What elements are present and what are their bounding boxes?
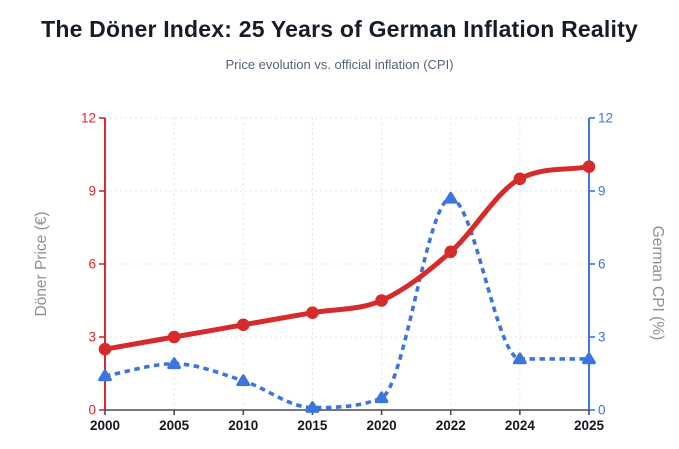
doner-price-data-point-marker bbox=[236, 318, 250, 332]
left-axis-tick-label: 6 bbox=[88, 257, 96, 272]
left-axis-tick-label: 12 bbox=[81, 111, 96, 126]
x-axis-tick-label: 2025 bbox=[574, 418, 605, 433]
right-axis-title: German CPI (%) bbox=[649, 226, 666, 341]
x-axis-tick-label: 2015 bbox=[297, 418, 328, 433]
left-axis-tick-label: 9 bbox=[88, 184, 96, 199]
doner-price-data-point-marker bbox=[306, 306, 319, 319]
right-axis-tick-label: 6 bbox=[598, 257, 606, 272]
doner-price-data-point-marker bbox=[582, 160, 596, 173]
cpi-data-point-marker bbox=[512, 352, 527, 365]
doner-price-series-line bbox=[104, 164, 590, 352]
x-axis-tick-label: 2022 bbox=[436, 418, 466, 433]
right-axis-tick-label: 3 bbox=[598, 330, 606, 345]
doner-price-data-point-marker bbox=[167, 330, 181, 344]
left-axis-tick-label: 3 bbox=[88, 330, 96, 345]
x-axis-tick-label: 2005 bbox=[159, 418, 190, 433]
x-axis-tick-label: 2000 bbox=[90, 418, 120, 433]
right-axis-tick-label: 12 bbox=[598, 111, 613, 126]
right-axis-tick-label: 0 bbox=[598, 403, 606, 418]
x-axis-tick-label: 2010 bbox=[228, 418, 258, 433]
cpi-data-point-marker bbox=[443, 191, 458, 204]
cpi-data-point-marker bbox=[305, 401, 320, 413]
cpi-data-point-marker bbox=[582, 352, 596, 365]
chart-title: The Döner Index: 25 Years of German Infl… bbox=[41, 16, 638, 42]
cpi-data-point-marker bbox=[374, 391, 389, 404]
doner-price-data-point-marker bbox=[444, 245, 458, 259]
doner-price-data-point-marker bbox=[513, 172, 527, 186]
cpi-series-line bbox=[104, 196, 589, 410]
x-axis-tick-label: 2024 bbox=[505, 418, 536, 433]
cpi-data-point-marker bbox=[167, 357, 182, 370]
chart-subtitle: Price evolution vs. official inflation (… bbox=[225, 57, 454, 72]
cpi-data-point-marker bbox=[98, 369, 112, 382]
doner-price-data-point-marker bbox=[375, 294, 388, 307]
cpi-data-point-marker bbox=[236, 374, 251, 387]
x-axis-tick-label: 2020 bbox=[367, 418, 397, 433]
doner-price-data-point-marker bbox=[98, 342, 112, 356]
left-axis-tick-label: 0 bbox=[88, 403, 96, 418]
left-axis-title: Döner Price (€) bbox=[33, 211, 50, 316]
right-axis-tick-label: 9 bbox=[598, 184, 606, 199]
